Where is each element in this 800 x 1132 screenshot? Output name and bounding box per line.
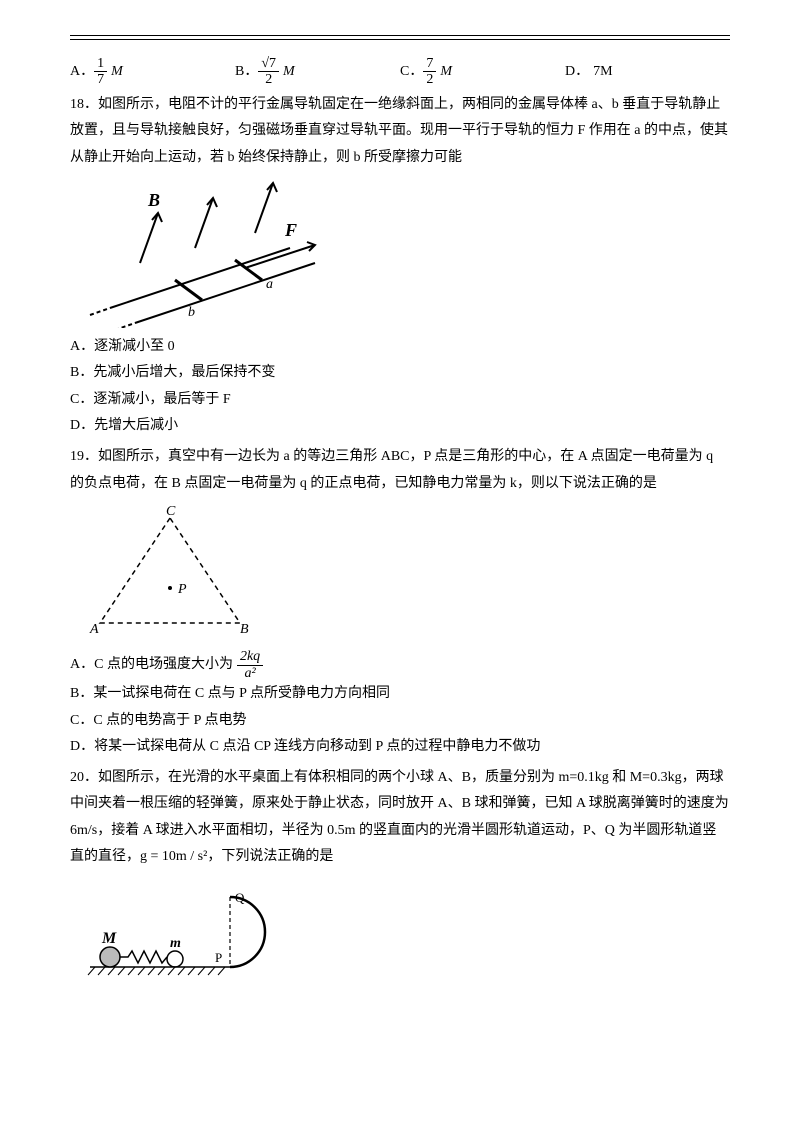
label-Q: Q xyxy=(235,890,245,905)
frac-den: 7 xyxy=(94,72,107,87)
label-a: a xyxy=(266,277,273,292)
q18-opt-c: C．逐渐减小，最后等于 F xyxy=(70,387,730,414)
frac-num: 7 xyxy=(423,56,436,72)
q17-option-c: C． 7 2 M xyxy=(400,56,565,88)
q17-option-a: A． 1 7 M xyxy=(70,56,235,88)
label-m: m xyxy=(170,936,181,951)
q19-figure: C A B P xyxy=(80,503,730,643)
fraction: 7 2 xyxy=(423,56,436,88)
opt-suffix: M xyxy=(283,59,295,86)
q18-opt-d: D．先增大后减小 xyxy=(70,413,730,440)
label-B: B xyxy=(240,622,249,637)
frac-den: 2 xyxy=(423,72,436,87)
label-F: F xyxy=(284,220,297,240)
opt-label: D． xyxy=(565,59,589,86)
opt-suffix: 7M xyxy=(593,59,612,86)
q19-opt-d: D．将某一试探电荷从 C 点沿 CP 连线方向移动到 P 点的过程中静电力不做功 xyxy=(70,734,730,761)
q18-opt-a: A．逐渐减小至 0 xyxy=(70,334,730,361)
q20: 20．如图所示，在光滑的水平桌面上有体积相同的两个小球 A、B，质量分别为 m=… xyxy=(70,765,730,987)
fraction: √7 2 xyxy=(258,56,279,88)
fraction: 1 7 xyxy=(94,56,107,88)
q19-text: 19．如图所示，真空中有一边长为 a 的等边三角形 ABC，P 点是三角形的中心… xyxy=(70,444,730,497)
fraction: 2kq a² xyxy=(237,649,263,681)
q19-opt-b: B．某一试探电荷在 C 点与 P 点所受静电力方向相同 xyxy=(70,681,730,708)
frac-num: 2kq xyxy=(237,649,263,665)
q18-figure: B F a b xyxy=(80,178,730,328)
opt-label: C． xyxy=(400,59,423,86)
opt-label: B． xyxy=(235,59,258,86)
label-A: A xyxy=(89,622,99,637)
q19-opt-a-prefix: A．C 点的电场强度大小为 xyxy=(70,652,233,679)
frac-num: 1 xyxy=(94,56,107,72)
frac-den: a² xyxy=(237,666,263,681)
q20-text: 20．如图所示，在光滑的水平桌面上有体积相同的两个小球 A、B，质量分别为 m=… xyxy=(70,765,730,871)
opt-suffix: M xyxy=(440,59,452,86)
q19-opt-c: C．C 点的电势高于 P 点电势 xyxy=(70,708,730,735)
q18-text: 18．如图所示，电阻不计的平行金属导轨固定在一绝缘斜面上，两相同的金属导体棒 a… xyxy=(70,92,730,172)
q17-option-d: D． 7M xyxy=(565,56,730,88)
q18-opt-b: B．先减小后增大，最后保持不变 xyxy=(70,360,730,387)
frac-den: 2 xyxy=(258,72,279,87)
page: A． 1 7 M B． √7 2 M C． 7 2 M D． 7M xyxy=(0,0,800,1132)
q17-option-b: B． √7 2 M xyxy=(235,56,400,88)
label-P: P xyxy=(215,950,222,965)
frac-num: √7 xyxy=(258,56,279,72)
label-C: C xyxy=(166,504,176,519)
label-M: M xyxy=(101,930,117,947)
q19: 19．如图所示，真空中有一边长为 a 的等边三角形 ABC，P 点是三角形的中心… xyxy=(70,444,730,761)
opt-suffix: M xyxy=(111,59,123,86)
opt-label: A． xyxy=(70,59,94,86)
label-P: P xyxy=(177,582,187,597)
label-b: b xyxy=(188,305,195,320)
q19-opt-a: A．C 点的电场强度大小为 2kq a² xyxy=(70,649,730,681)
q18: 18．如图所示，电阻不计的平行金属导轨固定在一绝缘斜面上，两相同的金属导体棒 a… xyxy=(70,92,730,440)
label-B: B xyxy=(147,190,160,210)
q17-options: A． 1 7 M B． √7 2 M C． 7 2 M D． 7M xyxy=(70,56,730,88)
q20-figure: M m P Q xyxy=(80,877,730,987)
